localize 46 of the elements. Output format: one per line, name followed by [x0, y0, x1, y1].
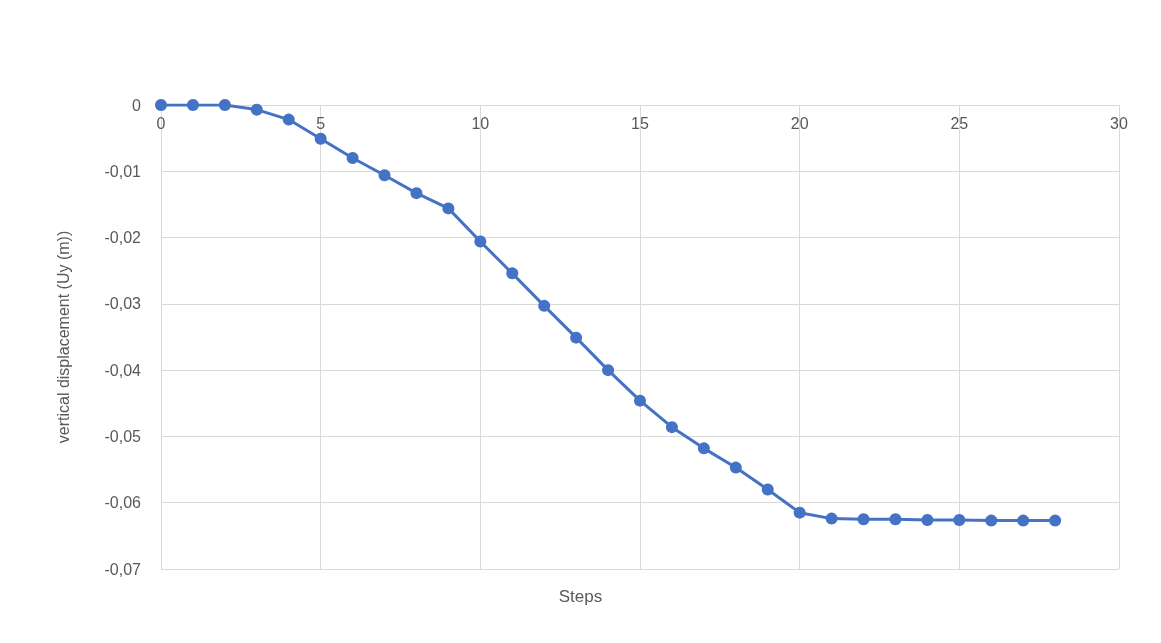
point [825, 512, 838, 525]
point [665, 421, 678, 434]
point [346, 152, 359, 165]
point [634, 394, 646, 407]
y-tick-label: -0,02 [104, 229, 142, 247]
point [314, 132, 327, 145]
x-tick-label: 20 [790, 114, 809, 132]
point [1017, 514, 1030, 527]
x-tick-label: 25 [950, 114, 969, 132]
point [857, 513, 870, 526]
point [889, 513, 902, 526]
point [761, 483, 774, 496]
point [602, 364, 615, 377]
x-tick-label: 5 [316, 114, 326, 132]
point [506, 267, 519, 280]
point [697, 442, 710, 455]
x-axis-title: Steps [558, 587, 603, 606]
point [474, 235, 487, 248]
point [378, 169, 391, 182]
x-tick-label: 0 [156, 114, 166, 132]
point [410, 187, 423, 200]
point [793, 506, 806, 519]
point [442, 202, 455, 215]
y-tick-label: -0,01 [104, 162, 142, 180]
point [985, 514, 998, 527]
x-tick-label: 10 [471, 114, 490, 132]
y-tick-label: -0,05 [104, 427, 142, 445]
x-tick-label: 15 [631, 114, 649, 132]
y-tick-label: -0,07 [104, 560, 142, 578]
y-tick-label: -0,06 [104, 494, 142, 512]
point [250, 103, 263, 116]
y-tick-label: -0,04 [104, 361, 142, 379]
point [1049, 514, 1062, 527]
point [729, 461, 742, 474]
point [921, 513, 934, 526]
point [218, 99, 231, 111]
point [953, 513, 966, 526]
y-axis-title: vertical displacement (Uy (m)) [54, 230, 72, 444]
point [570, 331, 583, 344]
x-tick-label: 30 [1110, 114, 1128, 132]
point [155, 99, 167, 111]
y-tick-label: -0,03 [104, 295, 142, 313]
y-tick-label: 0 [132, 96, 142, 114]
point [282, 113, 295, 126]
point [538, 299, 551, 312]
point [186, 99, 199, 111]
